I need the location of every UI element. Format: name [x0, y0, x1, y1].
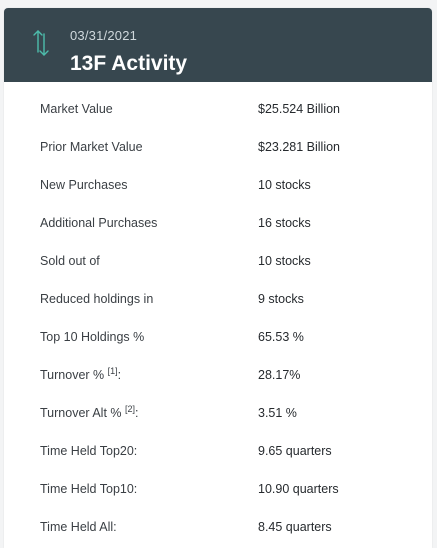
row-additional-purchases: Additional Purchases 16 stocks [4, 204, 432, 242]
row-label: Market Value [40, 102, 113, 116]
row-label-text: Turnover Alt % [40, 406, 122, 420]
footnote-link-1[interactable]: [1] [107, 365, 118, 376]
row-label: Turnover % [1]: [40, 365, 122, 382]
row-value: 28.17% [258, 368, 301, 382]
row-label: Additional Purchases [40, 216, 158, 230]
row-label: Prior Market Value [40, 140, 143, 154]
swap-vertical-icon [32, 28, 50, 58]
row-value: 10 stocks [258, 178, 311, 192]
row-time-held-top20: Time Held Top20: 9.65 quarters [4, 432, 432, 470]
row-sold-out-of: Sold out of 10 stocks [4, 242, 432, 280]
row-market-value: Market Value $25.524 Billion [4, 90, 432, 128]
row-label: Time Held All: [40, 520, 117, 534]
row-top10-holdings: Top 10 Holdings % 65.53 % [4, 318, 432, 356]
row-value: 3.51 % [258, 406, 297, 420]
row-label: Sold out of [40, 254, 100, 268]
row-prior-market-value: Prior Market Value $23.281 Billion [4, 128, 432, 166]
row-new-purchases: New Purchases 10 stocks [4, 166, 432, 204]
activity-card: 03/31/2021 13F Activity Market Value $25… [4, 8, 432, 548]
row-value: 8.45 quarters [258, 520, 332, 534]
row-turnover-alt: Turnover Alt % [2]: 3.51 % [4, 394, 432, 432]
row-value: 9 stocks [258, 292, 304, 306]
row-reduced-holdings: Reduced holdings in 9 stocks [4, 280, 432, 318]
row-label: Time Held Top20: [40, 444, 138, 458]
row-time-held-all: Time Held All: 8.45 quarters [4, 508, 432, 546]
row-label: Top 10 Holdings % [40, 330, 145, 344]
card-title: 13F Activity [70, 52, 188, 75]
row-time-held-top10: Time Held Top10: 10.90 quarters [4, 470, 432, 508]
row-label: Turnover Alt % [2]: [40, 403, 139, 420]
row-label: Reduced holdings in [40, 292, 154, 306]
row-value: 9.65 quarters [258, 444, 332, 458]
row-value: $25.524 Billion [258, 102, 341, 116]
row-value: $23.281 Billion [258, 140, 341, 154]
label-suffix: : [135, 406, 139, 420]
row-value: 10.90 quarters [258, 482, 339, 496]
report-date: 03/31/2021 [70, 28, 138, 43]
footnote-link-2[interactable]: [2] [125, 403, 136, 414]
card-header: 03/31/2021 13F Activity [4, 8, 432, 82]
row-value: 65.53 % [258, 330, 304, 344]
row-label: Time Held Top10: [40, 482, 138, 496]
row-turnover: Turnover % [1]: 28.17% [4, 356, 432, 394]
row-label: New Purchases [40, 178, 128, 192]
row-label-text: Turnover % [40, 368, 105, 382]
label-suffix: : [117, 368, 122, 382]
row-value: 16 stocks [258, 216, 311, 230]
row-value: 10 stocks [258, 254, 311, 268]
activity-list: Market Value $25.524 Billion Prior Marke… [4, 82, 432, 546]
